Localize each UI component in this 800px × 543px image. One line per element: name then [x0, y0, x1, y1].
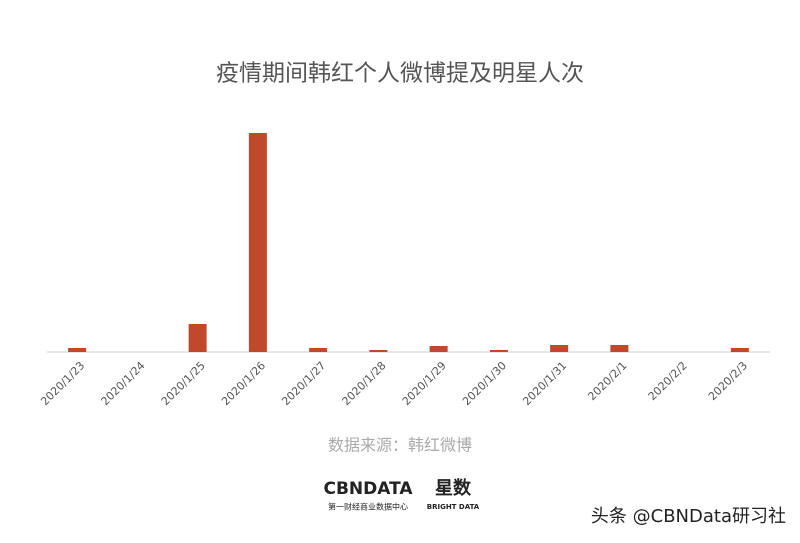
- bar: [550, 345, 569, 352]
- bar: [429, 346, 448, 352]
- x-tick-label: 2020/1/26: [219, 359, 268, 408]
- bar: [610, 345, 629, 352]
- brand-logo: CBNDATA: [323, 479, 413, 499]
- bar: [730, 348, 749, 352]
- chart-title: 疫情期间韩红个人微博提及明星人次: [216, 61, 584, 87]
- x-tick-label: 2020/1/31: [520, 359, 569, 408]
- bar: [489, 350, 508, 352]
- bar: [369, 350, 388, 352]
- footer: 头条 @CBNData研习社: [591, 506, 786, 527]
- x-tick-label: 2020/1/27: [279, 359, 328, 408]
- partner-subtitle: BRIGHT DATA: [427, 503, 480, 511]
- partner-logo: 星数: [435, 477, 472, 499]
- x-tick-label: 2020/1/25: [159, 359, 208, 408]
- brand-subtitle: 第一财经商业数据中心: [328, 502, 408, 512]
- bar: [188, 324, 207, 352]
- bar: [248, 133, 267, 352]
- x-tick-label: 2020/1/24: [99, 359, 148, 408]
- source: 数据来源：韩红微博: [328, 436, 472, 455]
- x-tick-label: 2020/1/29: [400, 359, 449, 408]
- x-tick-label: 2020/2/3: [706, 359, 750, 403]
- bar: [309, 348, 328, 352]
- bar: [68, 348, 87, 352]
- x-tick-label: 2020/1/23: [38, 359, 87, 408]
- x-tick-label: 2020/2/1: [585, 359, 629, 403]
- x-tick-label: 2020/2/2: [646, 359, 690, 403]
- x-tick-label: 2020/1/30: [460, 359, 509, 408]
- x-tick-label: 2020/1/28: [340, 359, 389, 408]
